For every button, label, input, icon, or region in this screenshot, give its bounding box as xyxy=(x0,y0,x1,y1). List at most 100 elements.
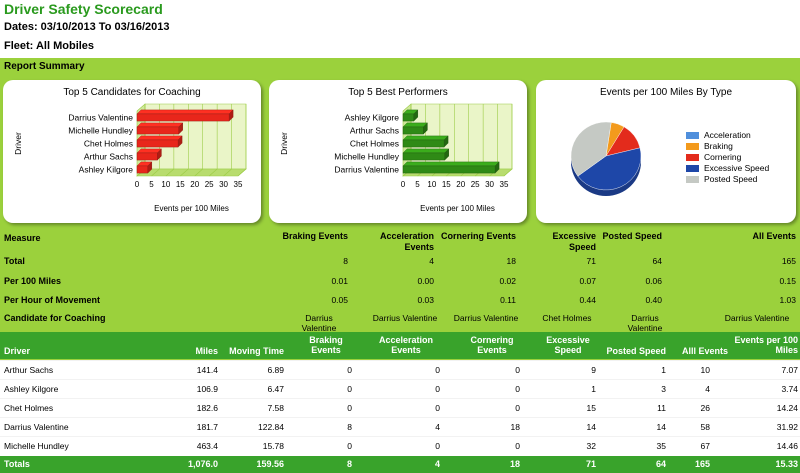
coaching-bar-chart: Darrius Valentine Michelle Hundley Chet Ho… xyxy=(3,80,261,223)
totals-cell: 165 xyxy=(670,459,710,469)
totals-cell: 64 xyxy=(596,459,666,469)
bar-front-face xyxy=(137,127,179,134)
summary-value: 4 xyxy=(354,256,434,266)
cell-excessive-speed: 32 xyxy=(540,441,596,451)
column-header-all-events[interactable]: Alll Events xyxy=(670,346,728,356)
report-summary-heading: Report Summary xyxy=(0,58,800,75)
cell-all-events: 4 xyxy=(670,384,710,394)
tick-label: 20 xyxy=(456,180,465,189)
y-axis-title: Driver xyxy=(279,132,289,155)
cell-miles: 181.7 xyxy=(168,422,218,432)
category-label: Darrius Valentine xyxy=(68,113,133,123)
category-label: Chet Holmes xyxy=(84,139,133,149)
column-header-moving-time[interactable]: Moving Time xyxy=(220,346,284,356)
column-header-cornering-events[interactable]: Cornering Events xyxy=(464,335,520,355)
bar xyxy=(137,162,152,173)
cell-cornering-events: 18 xyxy=(464,422,520,432)
legend-swatch xyxy=(686,132,699,139)
legend-label: Acceleration xyxy=(704,130,751,140)
tick-label: 15 xyxy=(442,180,451,189)
cell-driver: Arthur Sachs xyxy=(4,365,154,375)
totals-cell: 8 xyxy=(300,459,352,469)
tick-label: 35 xyxy=(500,180,509,189)
bar xyxy=(137,123,183,134)
summary-value: 0.44 xyxy=(528,295,596,305)
summary-value: 0.03 xyxy=(354,295,434,305)
summary-value: 18 xyxy=(436,256,516,266)
report-fleet: Fleet: All Mobiles xyxy=(4,40,94,52)
tick-label: 0 xyxy=(135,180,140,189)
cell-braking-events: 8 xyxy=(300,422,352,432)
column-header-excessive-speed[interactable]: Excessive Speed xyxy=(540,335,596,355)
summary-value: 8 xyxy=(268,256,348,266)
cell-acceleration-events: 0 xyxy=(372,384,440,394)
cell-moving-time: 15.78 xyxy=(220,441,284,451)
summary-value: 64 xyxy=(588,256,662,266)
summary-value: 0.07 xyxy=(528,276,596,286)
cell-excessive-speed: 15 xyxy=(540,403,596,413)
tick-label: 35 xyxy=(234,180,243,189)
bar xyxy=(403,136,448,147)
summary-value: 71 xyxy=(528,256,596,266)
table-row[interactable]: Darrius Valentine 181.7 122.84 8 4 18 14 14 58 31… xyxy=(0,417,800,436)
cell-all-events: 58 xyxy=(670,422,710,432)
summary-value: 0.00 xyxy=(354,276,434,286)
summary-value: 0.06 xyxy=(588,276,662,286)
table-row[interactable]: Michelle Hundley 463.4 15.78 0 0 0 32 35 67 14.46 xyxy=(0,436,800,455)
summary-row-total: Total 8 4 18 71 64 165 xyxy=(0,256,800,272)
category-label: Ashley Kilgore xyxy=(79,165,134,175)
tick-label: 30 xyxy=(219,180,228,189)
coaching-candidate: Darrius Valentine xyxy=(614,313,676,333)
cell-posted-speed: 11 xyxy=(596,403,666,413)
legend-label: Posted Speed xyxy=(704,174,758,184)
category-label: Michelle Hundley xyxy=(68,126,133,136)
driver-table-header: Driver Miles Moving Time Braking Events … xyxy=(0,332,800,359)
cell-events-per-100-miles: 7.07 xyxy=(728,365,798,375)
column-header-driver[interactable]: Driver xyxy=(4,346,30,356)
summary-value: 0.15 xyxy=(700,276,796,286)
best-performers-bar-chart: Ashley KilgoreArthur SachsChet HolmesMic… xyxy=(269,80,527,223)
cell-moving-time: 6.89 xyxy=(220,365,284,375)
table-row[interactable]: Chet Holmes 182.6 7.58 0 0 0 15 11 26 14.24 xyxy=(0,398,800,417)
column-header-braking-events[interactable]: Braking Events xyxy=(300,335,352,355)
cell-cornering-events: 0 xyxy=(464,365,520,375)
summary-value: 0.40 xyxy=(588,295,662,305)
bar-top-face xyxy=(403,162,499,166)
column-header-miles[interactable]: Miles xyxy=(168,346,218,356)
cell-excessive-speed: 14 xyxy=(540,422,596,432)
bar xyxy=(403,149,449,160)
summary-value: 1.03 xyxy=(700,295,796,305)
tick-label: 15 xyxy=(176,180,185,189)
cell-driver: Chet Holmes xyxy=(4,403,154,413)
legend-label: Excessive Speed xyxy=(704,163,769,173)
column-header-events-per-100-miles[interactable]: Events per 100 Miles xyxy=(728,335,798,355)
cell-braking-events: 0 xyxy=(300,441,352,451)
cell-acceleration-events: 4 xyxy=(372,422,440,432)
summary-value: 0.01 xyxy=(268,276,348,286)
events-by-type-pie-chart: AccelerationBrakingCorneringExcessive Sp… xyxy=(536,80,796,223)
legend-label: Braking xyxy=(704,141,733,151)
legend-swatch xyxy=(686,176,699,183)
totals-cell: 1,076.0 xyxy=(168,459,218,469)
bar-front-face xyxy=(137,166,148,173)
column-header-posted-speed[interactable]: Posted Speed xyxy=(596,346,666,356)
cell-events-per-100-miles: 3.74 xyxy=(728,384,798,394)
totals-cell: 4 xyxy=(372,459,440,469)
bar-front-face xyxy=(137,140,178,147)
coaching-chart-panel: Top 5 Candidates for Coaching Darrius Va… xyxy=(3,80,261,223)
header-cornering-events: Cornering Events xyxy=(436,231,516,242)
table-row[interactable]: Arthur Sachs 141.4 6.89 0 0 0 9 1 10 7.07 xyxy=(0,360,800,379)
totals-cell: 159.56 xyxy=(220,459,284,469)
bar xyxy=(137,136,182,147)
summary-row-per-100-miles: Per 100 Miles 0.01 0.00 0.02 0.07 0.06 0… xyxy=(0,276,800,292)
totals-cell: 71 xyxy=(540,459,596,469)
cell-events-per-100-miles: 31.92 xyxy=(728,422,798,432)
summary-value: 0.02 xyxy=(436,276,516,286)
chart-floor xyxy=(137,169,246,176)
column-header-acceleration-events[interactable]: Acceleration Events xyxy=(372,335,440,355)
bar-front-face xyxy=(137,153,157,160)
bar xyxy=(403,123,427,134)
cell-all-events: 67 xyxy=(670,441,710,451)
table-row[interactable]: Ashley Kilgore 106.9 6.47 0 0 0 1 3 4 3.74 xyxy=(0,379,800,398)
coaching-candidate: Darrius Valentine xyxy=(366,313,444,323)
